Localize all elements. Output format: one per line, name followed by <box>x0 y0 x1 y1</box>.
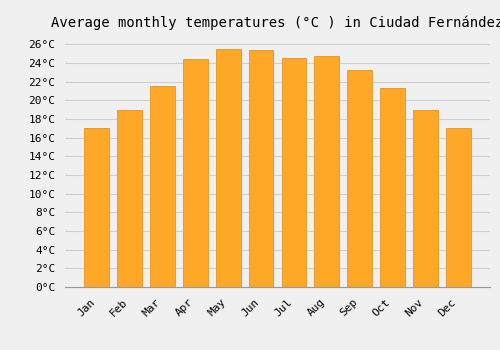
Bar <box>183 59 208 287</box>
Bar <box>348 70 372 287</box>
Bar <box>446 128 470 287</box>
Bar <box>282 58 306 287</box>
Title: Average monthly temperatures (°C ) in Ciudad Fernández: Average monthly temperatures (°C ) in Ci… <box>52 15 500 30</box>
Bar <box>413 110 438 287</box>
Bar <box>380 88 405 287</box>
Bar <box>314 56 339 287</box>
Bar <box>248 50 274 287</box>
Bar <box>150 86 174 287</box>
Bar <box>117 110 142 287</box>
Bar <box>216 49 240 287</box>
Bar <box>84 128 109 287</box>
